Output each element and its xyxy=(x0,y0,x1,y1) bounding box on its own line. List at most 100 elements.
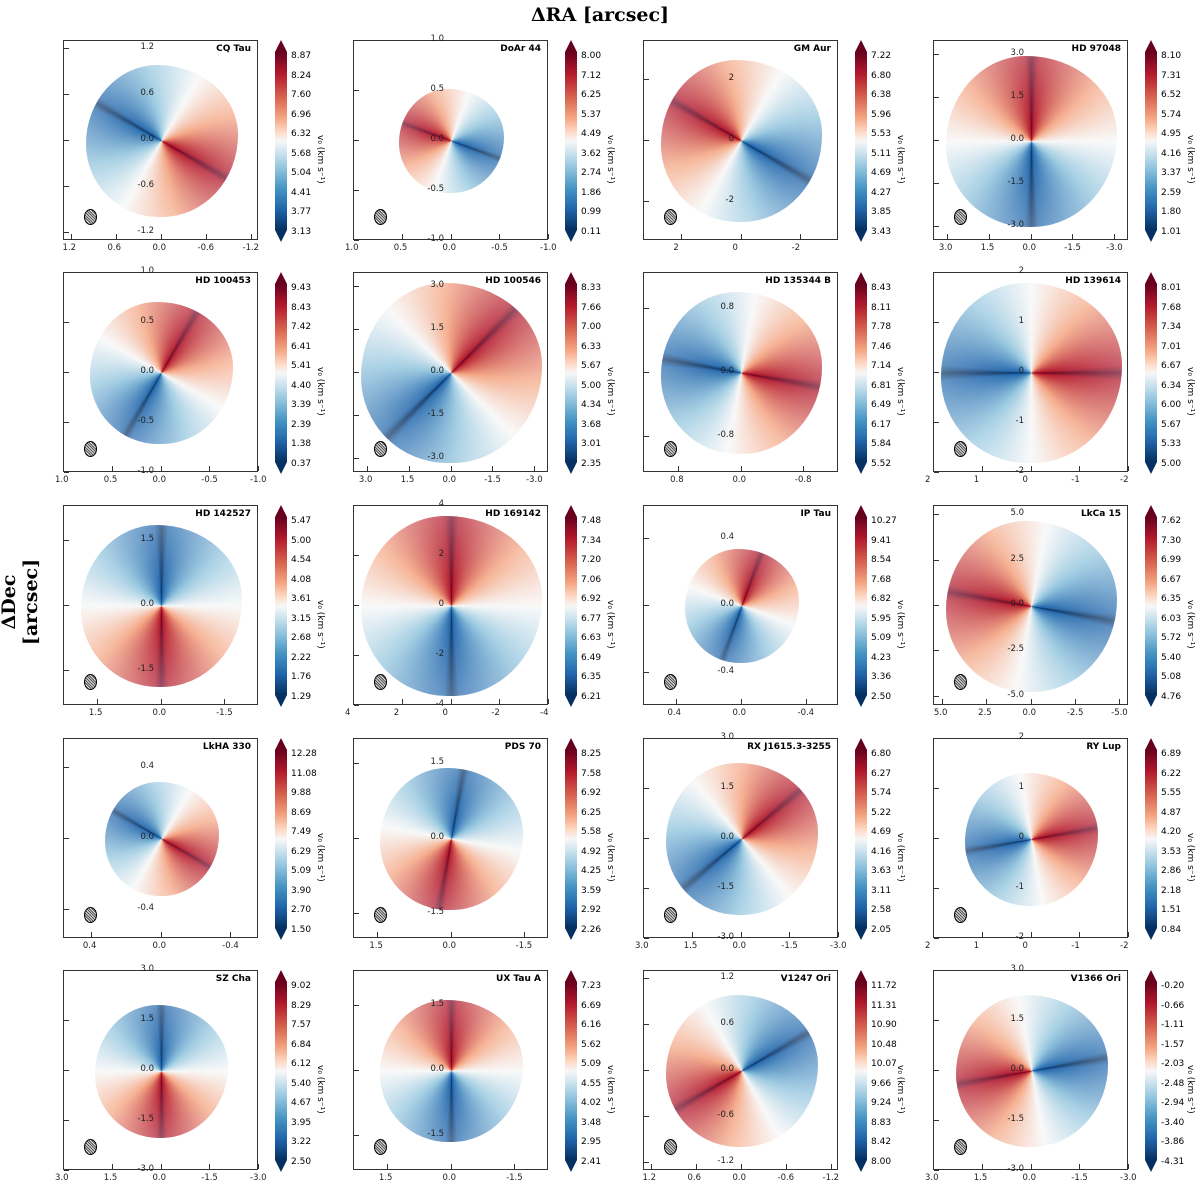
y-tick-mark xyxy=(354,90,359,91)
y-tick-mark xyxy=(354,190,359,191)
colorbar-tick-label: 4.54 xyxy=(291,555,312,565)
y-tick-label: -1 xyxy=(1015,416,1024,426)
y-tick-mark xyxy=(64,472,69,473)
colorbar-tick-label: -3.86 xyxy=(1161,1137,1185,1147)
x-tick-mark xyxy=(111,466,113,471)
colorbar-extend-top xyxy=(1145,272,1157,284)
colorbar xyxy=(1145,750,1157,928)
x-tick-label: 4 xyxy=(345,708,351,718)
colorbar-tick-label: 10.07 xyxy=(871,1059,897,1069)
colorbar xyxy=(275,517,287,695)
beam-ellipse xyxy=(664,674,677,690)
x-tick-label: 0.5 xyxy=(103,475,118,485)
colorbar xyxy=(275,982,287,1160)
colorbar-extend-bottom xyxy=(1145,928,1157,940)
colorbar-tick-label: -1.57 xyxy=(1161,1039,1185,1050)
y-tick-mark xyxy=(64,539,69,541)
disk-shading xyxy=(95,1004,228,1138)
x-tick-mark xyxy=(981,1164,983,1169)
colorbar-tick-label: 6.17 xyxy=(871,419,892,430)
colorbar-tick-label: 9.66 xyxy=(871,1078,892,1089)
colorbar-tick-label: 5.52 xyxy=(871,458,892,469)
y-tick-label: 0.8 xyxy=(720,302,734,312)
x-tick-label: 0.0 xyxy=(152,475,167,485)
colorbar-tick-label: 5.58 xyxy=(581,827,602,837)
colorbar-tick-label: 6.16 xyxy=(581,1020,602,1030)
colorbar-label: v₀ (km s⁻¹) xyxy=(895,833,905,882)
colorbar-tick-label: 6.69 xyxy=(581,1000,602,1011)
y-tick-mark xyxy=(644,938,649,939)
x-tick-mark xyxy=(401,234,403,239)
x-tick-mark xyxy=(740,699,742,704)
velocity-map: HD 169142 xyxy=(353,505,548,705)
x-tick-mark xyxy=(789,932,791,937)
y-tick-mark xyxy=(354,705,359,706)
panel-hd-135344-b: HD 135344 B 0.8 0.0 -0.8 0.8 0.0 -0.8 8.43 8.11 7… xyxy=(643,272,933,504)
colorbar-tick-label: 4.40 xyxy=(291,380,312,391)
colorbar-tick-label: 6.32 xyxy=(291,129,312,139)
y-tick-label: -1.5 xyxy=(717,882,734,892)
y-tick-mark xyxy=(354,555,359,556)
disk-velocity-field xyxy=(660,292,823,454)
colorbar-tick-label: 6.25 xyxy=(581,807,602,818)
colorbar-label: v₀ (km s⁻¹) xyxy=(895,1065,905,1114)
x-tick-label: -0.4 xyxy=(222,941,239,951)
y-tick-label: -1.2 xyxy=(137,226,154,237)
x-tick-label: 0.0 xyxy=(732,708,747,718)
colorbar-extend-top xyxy=(565,272,577,284)
beam-ellipse xyxy=(84,441,97,457)
y-tick-mark xyxy=(354,240,359,241)
beam-ellipse xyxy=(84,907,97,923)
x-tick-label: -0.8 xyxy=(794,475,812,485)
colorbar-tick-label: 4.55 xyxy=(581,1078,602,1089)
x-tick-mark xyxy=(740,234,742,239)
x-tick-mark xyxy=(933,1164,934,1169)
colorbar-tick-label: 7.78 xyxy=(871,322,892,332)
colorbar-tick-label: 4.08 xyxy=(291,574,312,585)
x-tick-label: 5.0 xyxy=(933,708,948,718)
y-tick-label: 0.0 xyxy=(430,1064,444,1074)
colorbar-label: v₀ (km s⁻¹) xyxy=(605,1065,615,1114)
colorbar-tick-label: 6.96 xyxy=(291,109,312,120)
y-tick-mark xyxy=(644,788,649,789)
y-tick-label: -2.5 xyxy=(1007,644,1024,655)
x-tick-mark xyxy=(548,699,549,704)
y-tick-mark xyxy=(64,970,69,971)
colorbar-tick-label: 6.33 xyxy=(581,341,602,352)
x-tick-label: -1.5 xyxy=(201,1173,218,1183)
x-tick-mark xyxy=(1030,466,1032,471)
y-tick-mark xyxy=(354,286,359,288)
colorbar-tick-label: 6.35 xyxy=(581,672,602,682)
y-tick-mark xyxy=(64,838,69,839)
disk-shading xyxy=(660,60,823,222)
colorbar xyxy=(1145,284,1157,462)
y-tick-mark xyxy=(644,1162,649,1164)
colorbar-extend-bottom xyxy=(275,928,287,940)
x-tick-label: 0.0 xyxy=(442,1173,457,1183)
colorbar-tick-label: 6.49 xyxy=(581,652,602,663)
velocity-map: V1366 Ori xyxy=(933,970,1128,1170)
colorbar xyxy=(275,750,287,928)
colorbar-tick-label: 6.63 xyxy=(581,633,602,643)
y-tick-mark xyxy=(64,1070,69,1071)
x-tick-label: -1.5 xyxy=(1064,243,1081,253)
colorbar xyxy=(855,284,867,462)
x-tick-mark xyxy=(986,699,988,704)
disk-shading xyxy=(965,772,1098,906)
colorbar-tick-label: 4.92 xyxy=(581,846,602,857)
velocity-map: HD 135344 B xyxy=(643,272,838,472)
colorbar-tick-label: 1.51 xyxy=(1161,905,1182,915)
beam-ellipse xyxy=(954,441,967,457)
x-tick-mark xyxy=(691,932,693,937)
y-tick-label: -3.0 xyxy=(427,451,444,462)
colorbar-extend-bottom xyxy=(565,230,577,242)
x-tick-mark xyxy=(160,234,162,239)
panel-title: HD 169142 xyxy=(483,509,543,519)
colorbar-tick-label: 4.69 xyxy=(871,168,892,178)
y-tick-label: 0.0 xyxy=(430,366,444,376)
y-tick-label: -5.0 xyxy=(1007,689,1024,700)
colorbar-extend-bottom xyxy=(855,230,867,242)
x-tick-label: 3.0 xyxy=(925,1173,939,1183)
beam-ellipse xyxy=(954,674,967,690)
colorbar-extend-top xyxy=(1145,40,1157,52)
